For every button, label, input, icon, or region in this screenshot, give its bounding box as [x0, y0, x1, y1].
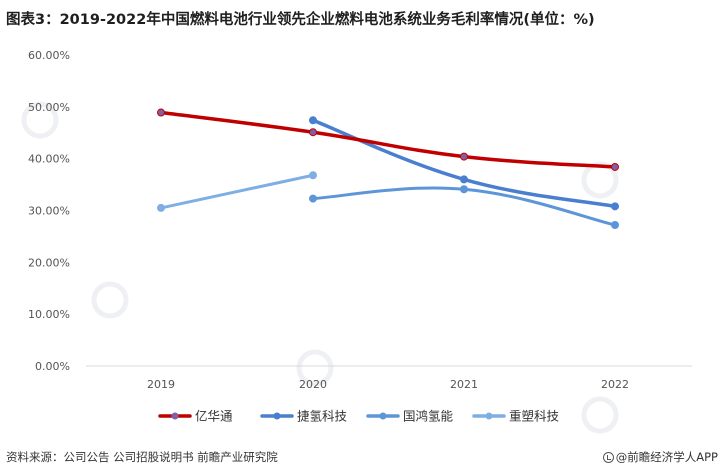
data-point [309, 128, 317, 137]
data-point [611, 202, 619, 211]
y-tick-label: 20.00% [28, 256, 70, 269]
source-note: 资料来源：公司公告 公司招股说明书 前瞻产业研究院 [6, 450, 278, 464]
watermark-logo-icon [91, 281, 129, 319]
legend-label: 重塑科技 [509, 409, 560, 424]
y-tick-label: 40.00% [28, 153, 70, 166]
data-point [157, 203, 165, 212]
data-point [309, 116, 317, 125]
legend-marker [485, 412, 493, 420]
y-tick-label: 50.00% [28, 101, 70, 114]
brand-label: @前瞻经济学人APP [602, 449, 718, 465]
legend-label: 国鸿氢能 [403, 409, 454, 424]
data-point [611, 162, 619, 171]
watermark-logo-icon [581, 396, 619, 434]
data-point [157, 108, 165, 117]
brand-logo-icon [602, 452, 614, 463]
data-point [309, 171, 317, 180]
legend-label: 捷氢科技 [297, 409, 348, 424]
series-line [311, 186, 617, 227]
watermarks [21, 101, 619, 434]
x-tick-label: 2019 [147, 378, 175, 391]
series-line [159, 110, 617, 169]
brand-text: @前瞻经济学人APP [615, 450, 718, 464]
series-group [157, 108, 619, 230]
chart-title: 图表3：2019-2022年中国燃料电池行业领先企业燃料电池系统业务毛利率情况(… [6, 12, 595, 28]
data-point [460, 185, 468, 194]
y-tick-label: 10.00% [28, 308, 70, 321]
watermark-logo-icon [296, 349, 334, 387]
line-chart: 0.00% 10.00% 20.00% 30.00% 40.00% 50.00% 60.00… [21, 49, 692, 434]
y-axis: 0.00% 10.00% 20.00% 30.00% 40.00% 50.00% 60.00… [28, 49, 70, 373]
x-tick-label: 2022 [601, 378, 629, 391]
x-axis: 2019 2020 2021 2022 [147, 378, 629, 391]
data-point [460, 175, 468, 184]
x-tick-label: 2021 [450, 378, 478, 391]
legend-marker [171, 412, 179, 420]
y-tick-label: 30.00% [28, 205, 70, 218]
data-point [309, 194, 317, 203]
legend: 亿华通 捷氢科技 国鸿氢能 重塑科技 [158, 409, 560, 424]
watermark-logo-icon [581, 161, 619, 199]
y-tick-label: 0.00% [35, 360, 70, 373]
legend-marker [273, 412, 281, 420]
y-tick-label: 60.00% [28, 49, 70, 62]
data-point [611, 221, 619, 230]
watermark-logo-icon [21, 101, 59, 139]
legend-marker [379, 412, 387, 420]
legend-label: 亿华通 [195, 409, 233, 424]
data-point [460, 152, 468, 161]
x-tick-label: 2020 [299, 378, 327, 391]
series-line [159, 173, 315, 210]
